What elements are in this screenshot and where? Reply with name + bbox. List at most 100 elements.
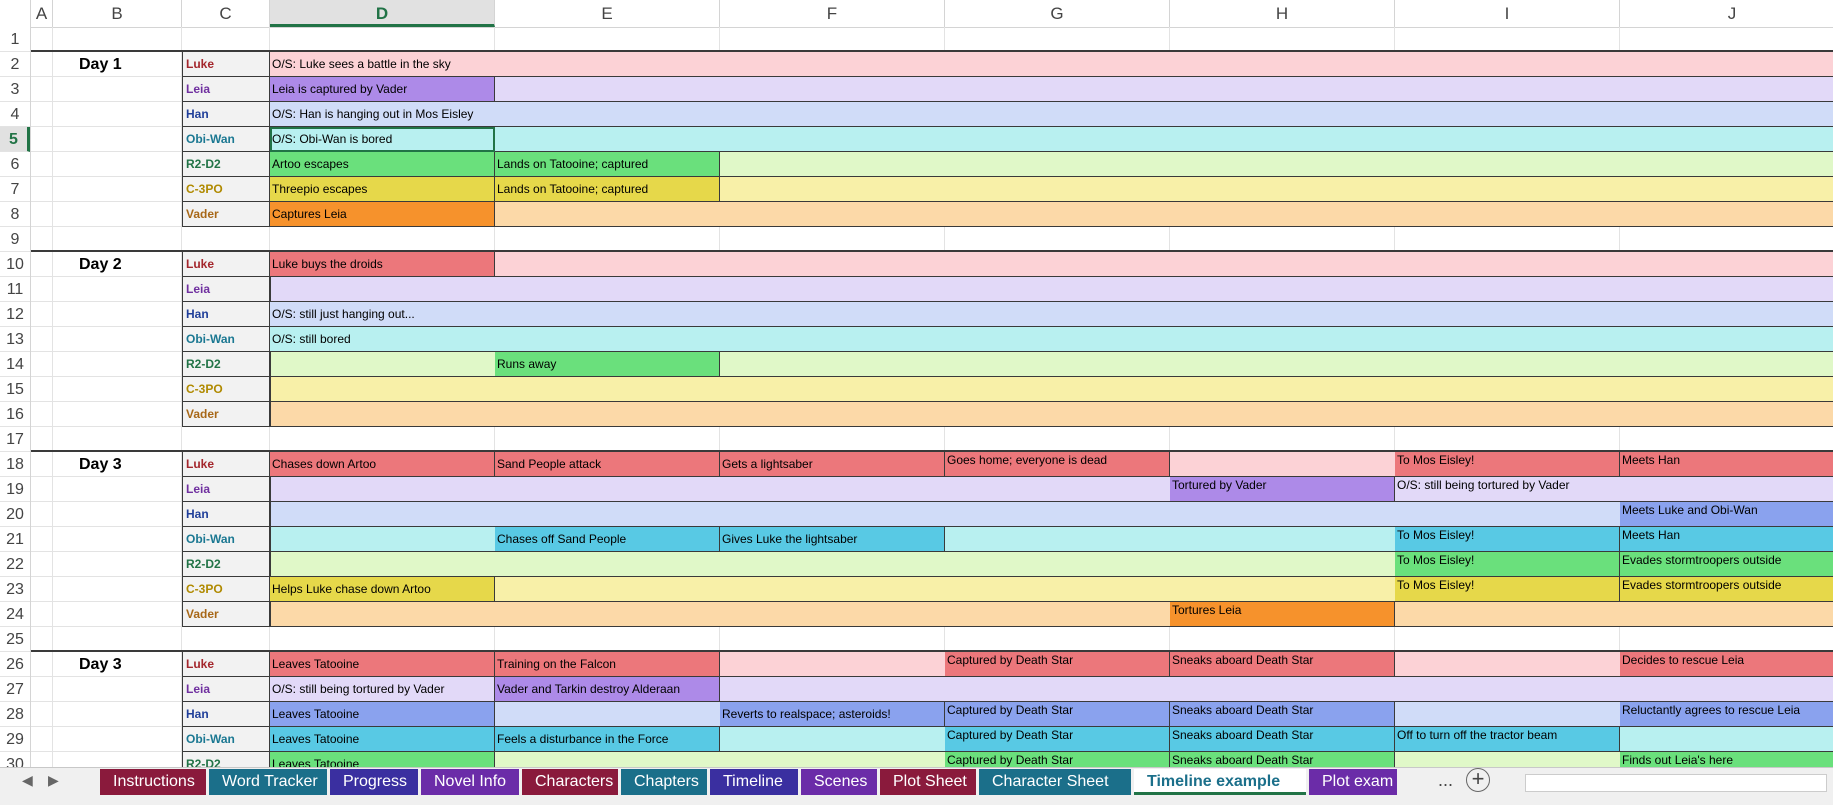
character-name-leia[interactable]: Leia — [182, 477, 270, 502]
timeline-event[interactable]: Goes home; everyone is dead — [945, 452, 1170, 476]
column-header-c[interactable]: C — [182, 0, 270, 27]
timeline-event[interactable]: Lands on Tatooine; captured — [495, 177, 720, 201]
timeline-event[interactable]: Sneaks aboard Death Star — [1170, 652, 1395, 676]
row-header-11[interactable]: 11 — [0, 277, 30, 302]
row-header-17[interactable]: 17 — [0, 427, 30, 452]
timeline-event[interactable]: To Mos Eisley! — [1395, 577, 1620, 601]
sheet-tab-timeline[interactable]: Timeline — [710, 769, 798, 795]
timeline-event[interactable]: Threepio escapes — [270, 177, 495, 201]
row-header-6[interactable]: 6 — [0, 152, 30, 177]
timeline-event[interactable]: Helps Luke chase down Artoo — [270, 577, 495, 601]
row-header-24[interactable]: 24 — [0, 602, 30, 627]
timeline-event[interactable]: Chases off Sand People — [495, 527, 720, 551]
column-header-h[interactable]: H — [1170, 0, 1395, 27]
row-header-7[interactable]: 7 — [0, 177, 30, 202]
sheet-tab-scenes[interactable]: Scenes — [801, 769, 877, 795]
timeline-event[interactable]: Leia is captured by Vader — [270, 77, 495, 101]
timeline-row-c-3po[interactable] — [270, 377, 1833, 402]
character-name-r2-d2[interactable]: R2-D2 — [182, 352, 270, 377]
character-name-c-3po[interactable]: C-3PO — [182, 377, 270, 402]
timeline-event[interactable]: O/S: still being tortured by Vader — [1395, 477, 1833, 501]
character-name-vader[interactable]: Vader — [182, 402, 270, 427]
sheet-tab-timeline-example[interactable]: Timeline example — [1134, 769, 1306, 795]
timeline-event[interactable]: Reluctantly agrees to rescue Leia — [1620, 702, 1833, 726]
row-header-2[interactable]: 2 — [0, 52, 30, 77]
row-header-4[interactable]: 4 — [0, 102, 30, 127]
timeline-event[interactable]: O/S: Luke sees a battle in the sky — [270, 52, 1833, 76]
timeline-event[interactable]: Reverts to realspace; asteroids! — [720, 702, 945, 726]
timeline-row-leia[interactable] — [270, 77, 1833, 102]
timeline-row-vader[interactable] — [270, 602, 1833, 627]
sheet-tab-characters[interactable]: Characters — [522, 769, 618, 795]
timeline-event[interactable]: Luke buys the droids — [270, 252, 495, 276]
row-header-28[interactable]: 28 — [0, 702, 30, 727]
sheet-tab-chapters[interactable]: Chapters — [621, 769, 707, 795]
row-header-20[interactable]: 20 — [0, 502, 30, 527]
select-all-corner[interactable] — [0, 0, 31, 27]
timeline-event[interactable]: Tortured by Vader — [1170, 477, 1395, 501]
character-name-luke[interactable]: Luke — [182, 652, 270, 677]
character-name-han[interactable]: Han — [182, 102, 270, 127]
character-name-han[interactable]: Han — [182, 502, 270, 527]
timeline-event[interactable]: O/S: still being tortured by Vader — [270, 677, 495, 701]
timeline-event[interactable]: Leaves Tatooine — [270, 702, 495, 726]
row-header-12[interactable]: 12 — [0, 302, 30, 327]
timeline-event[interactable]: Sneaks aboard Death Star — [1170, 727, 1395, 751]
character-name-obi-wan[interactable]: Obi-Wan — [182, 127, 270, 152]
more-sheets-button[interactable]: ... — [1438, 770, 1454, 790]
character-name-r2-d2[interactable]: R2-D2 — [182, 752, 270, 767]
row-header-14[interactable]: 14 — [0, 352, 30, 377]
timeline-event[interactable]: Meets Han — [1620, 452, 1833, 476]
timeline-event[interactable]: Meets Luke and Obi-Wan — [1620, 502, 1833, 526]
timeline-event[interactable]: Tortures Leia — [1170, 602, 1395, 626]
sheet-tab-word-tracker[interactable]: Word Tracker — [209, 769, 327, 795]
character-name-vader[interactable]: Vader — [182, 202, 270, 227]
timeline-event[interactable]: Artoo escapes — [270, 152, 495, 176]
row-header-29[interactable]: 29 — [0, 727, 30, 752]
row-header-19[interactable]: 19 — [0, 477, 30, 502]
timeline-event[interactable]: Meets Han — [1620, 527, 1833, 551]
timeline-event[interactable]: O/S: still bored — [270, 327, 1833, 351]
timeline-event[interactable]: Leaves Tatooine — [270, 727, 495, 751]
character-name-leia[interactable]: Leia — [182, 677, 270, 702]
timeline-row-obi-wan[interactable] — [270, 127, 1833, 152]
timeline-event[interactable]: Leaves Tatooine — [270, 652, 495, 676]
timeline-event[interactable]: Runs away — [495, 352, 720, 376]
row-header-22[interactable]: 22 — [0, 552, 30, 577]
character-name-luke[interactable]: Luke — [182, 252, 270, 277]
timeline-event[interactable]: Sneaks aboard Death Star — [1170, 702, 1395, 726]
row-header-1[interactable]: 1 — [0, 27, 30, 52]
timeline-event[interactable]: Gives Luke the lightsaber — [720, 527, 945, 551]
timeline-event[interactable]: To Mos Eisley! — [1395, 452, 1620, 476]
sheet-tab-character-sheet[interactable]: Character Sheet — [979, 769, 1131, 795]
sheet-tab-plot-sheet[interactable]: Plot Sheet — [880, 769, 976, 795]
character-name-han[interactable]: Han — [182, 302, 270, 327]
row-header-13[interactable]: 13 — [0, 327, 30, 352]
character-name-obi-wan[interactable]: Obi-Wan — [182, 527, 270, 552]
timeline-event[interactable]: Captured by Death Star — [945, 752, 1170, 767]
timeline-row-leia[interactable] — [270, 277, 1833, 302]
column-header-e[interactable]: E — [495, 0, 720, 27]
column-header-i[interactable]: I — [1395, 0, 1620, 27]
timeline-row-vader[interactable] — [270, 202, 1833, 227]
sheet-grid[interactable]: Day 1 Luke O/S: Luke sees a battle in the … — [31, 27, 1833, 767]
sheet-tab-instructions[interactable]: Instructions — [100, 769, 206, 795]
timeline-event[interactable]: Evades stormtroopers outside — [1620, 552, 1833, 576]
timeline-event[interactable]: Captures Leia — [270, 202, 495, 226]
timeline-event[interactable]: Captured by Death Star — [945, 652, 1170, 676]
next-sheet-icon[interactable]: ▶ — [48, 772, 59, 788]
timeline-event[interactable]: O/S: Obi-Wan is bored — [270, 127, 495, 151]
character-name-luke[interactable]: Luke — [182, 52, 270, 77]
timeline-event[interactable]: Chases down Artoo — [270, 452, 495, 476]
character-name-vader[interactable]: Vader — [182, 602, 270, 627]
column-header-j[interactable]: J — [1620, 0, 1833, 27]
column-header-g[interactable]: G — [945, 0, 1170, 27]
column-header-a[interactable]: A — [31, 0, 53, 27]
character-name-luke[interactable]: Luke — [182, 452, 270, 477]
character-name-obi-wan[interactable]: Obi-Wan — [182, 327, 270, 352]
character-name-r2-d2[interactable]: R2-D2 — [182, 152, 270, 177]
timeline-event[interactable]: To Mos Eisley! — [1395, 552, 1620, 576]
column-header-b[interactable]: B — [53, 0, 182, 27]
timeline-event[interactable]: Leaves Tatooine — [270, 752, 495, 767]
character-name-c-3po[interactable]: C-3PO — [182, 177, 270, 202]
